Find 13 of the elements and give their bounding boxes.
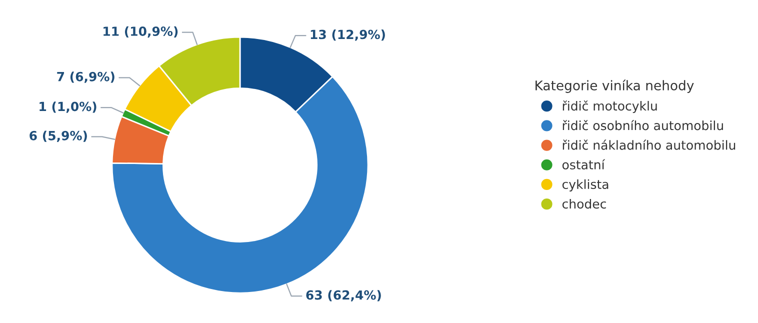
- legend-label: chodec: [562, 198, 606, 209]
- legend-label: řidič nákladního automobilu: [562, 140, 736, 150]
- legend-label: řidič osobního automobilu: [562, 120, 723, 130]
- data-label: 1 (1,0%): [40, 102, 96, 113]
- legend-label: ostatní: [562, 159, 606, 170]
- data-label: 13 (12,9%): [310, 30, 385, 41]
- data-label: 63 (62,4%): [306, 290, 381, 302]
- legend-label: cyklista: [562, 179, 608, 192]
- data-label: 11 (10,9%): [104, 26, 178, 38]
- legend-title: Kategorie viníka nehody: [536, 80, 694, 93]
- legend-label: řidič motocyklu: [562, 100, 657, 114]
- data-label: 6 (5,9%): [30, 130, 87, 142]
- data-label: 7 (6,9%): [57, 72, 114, 83]
